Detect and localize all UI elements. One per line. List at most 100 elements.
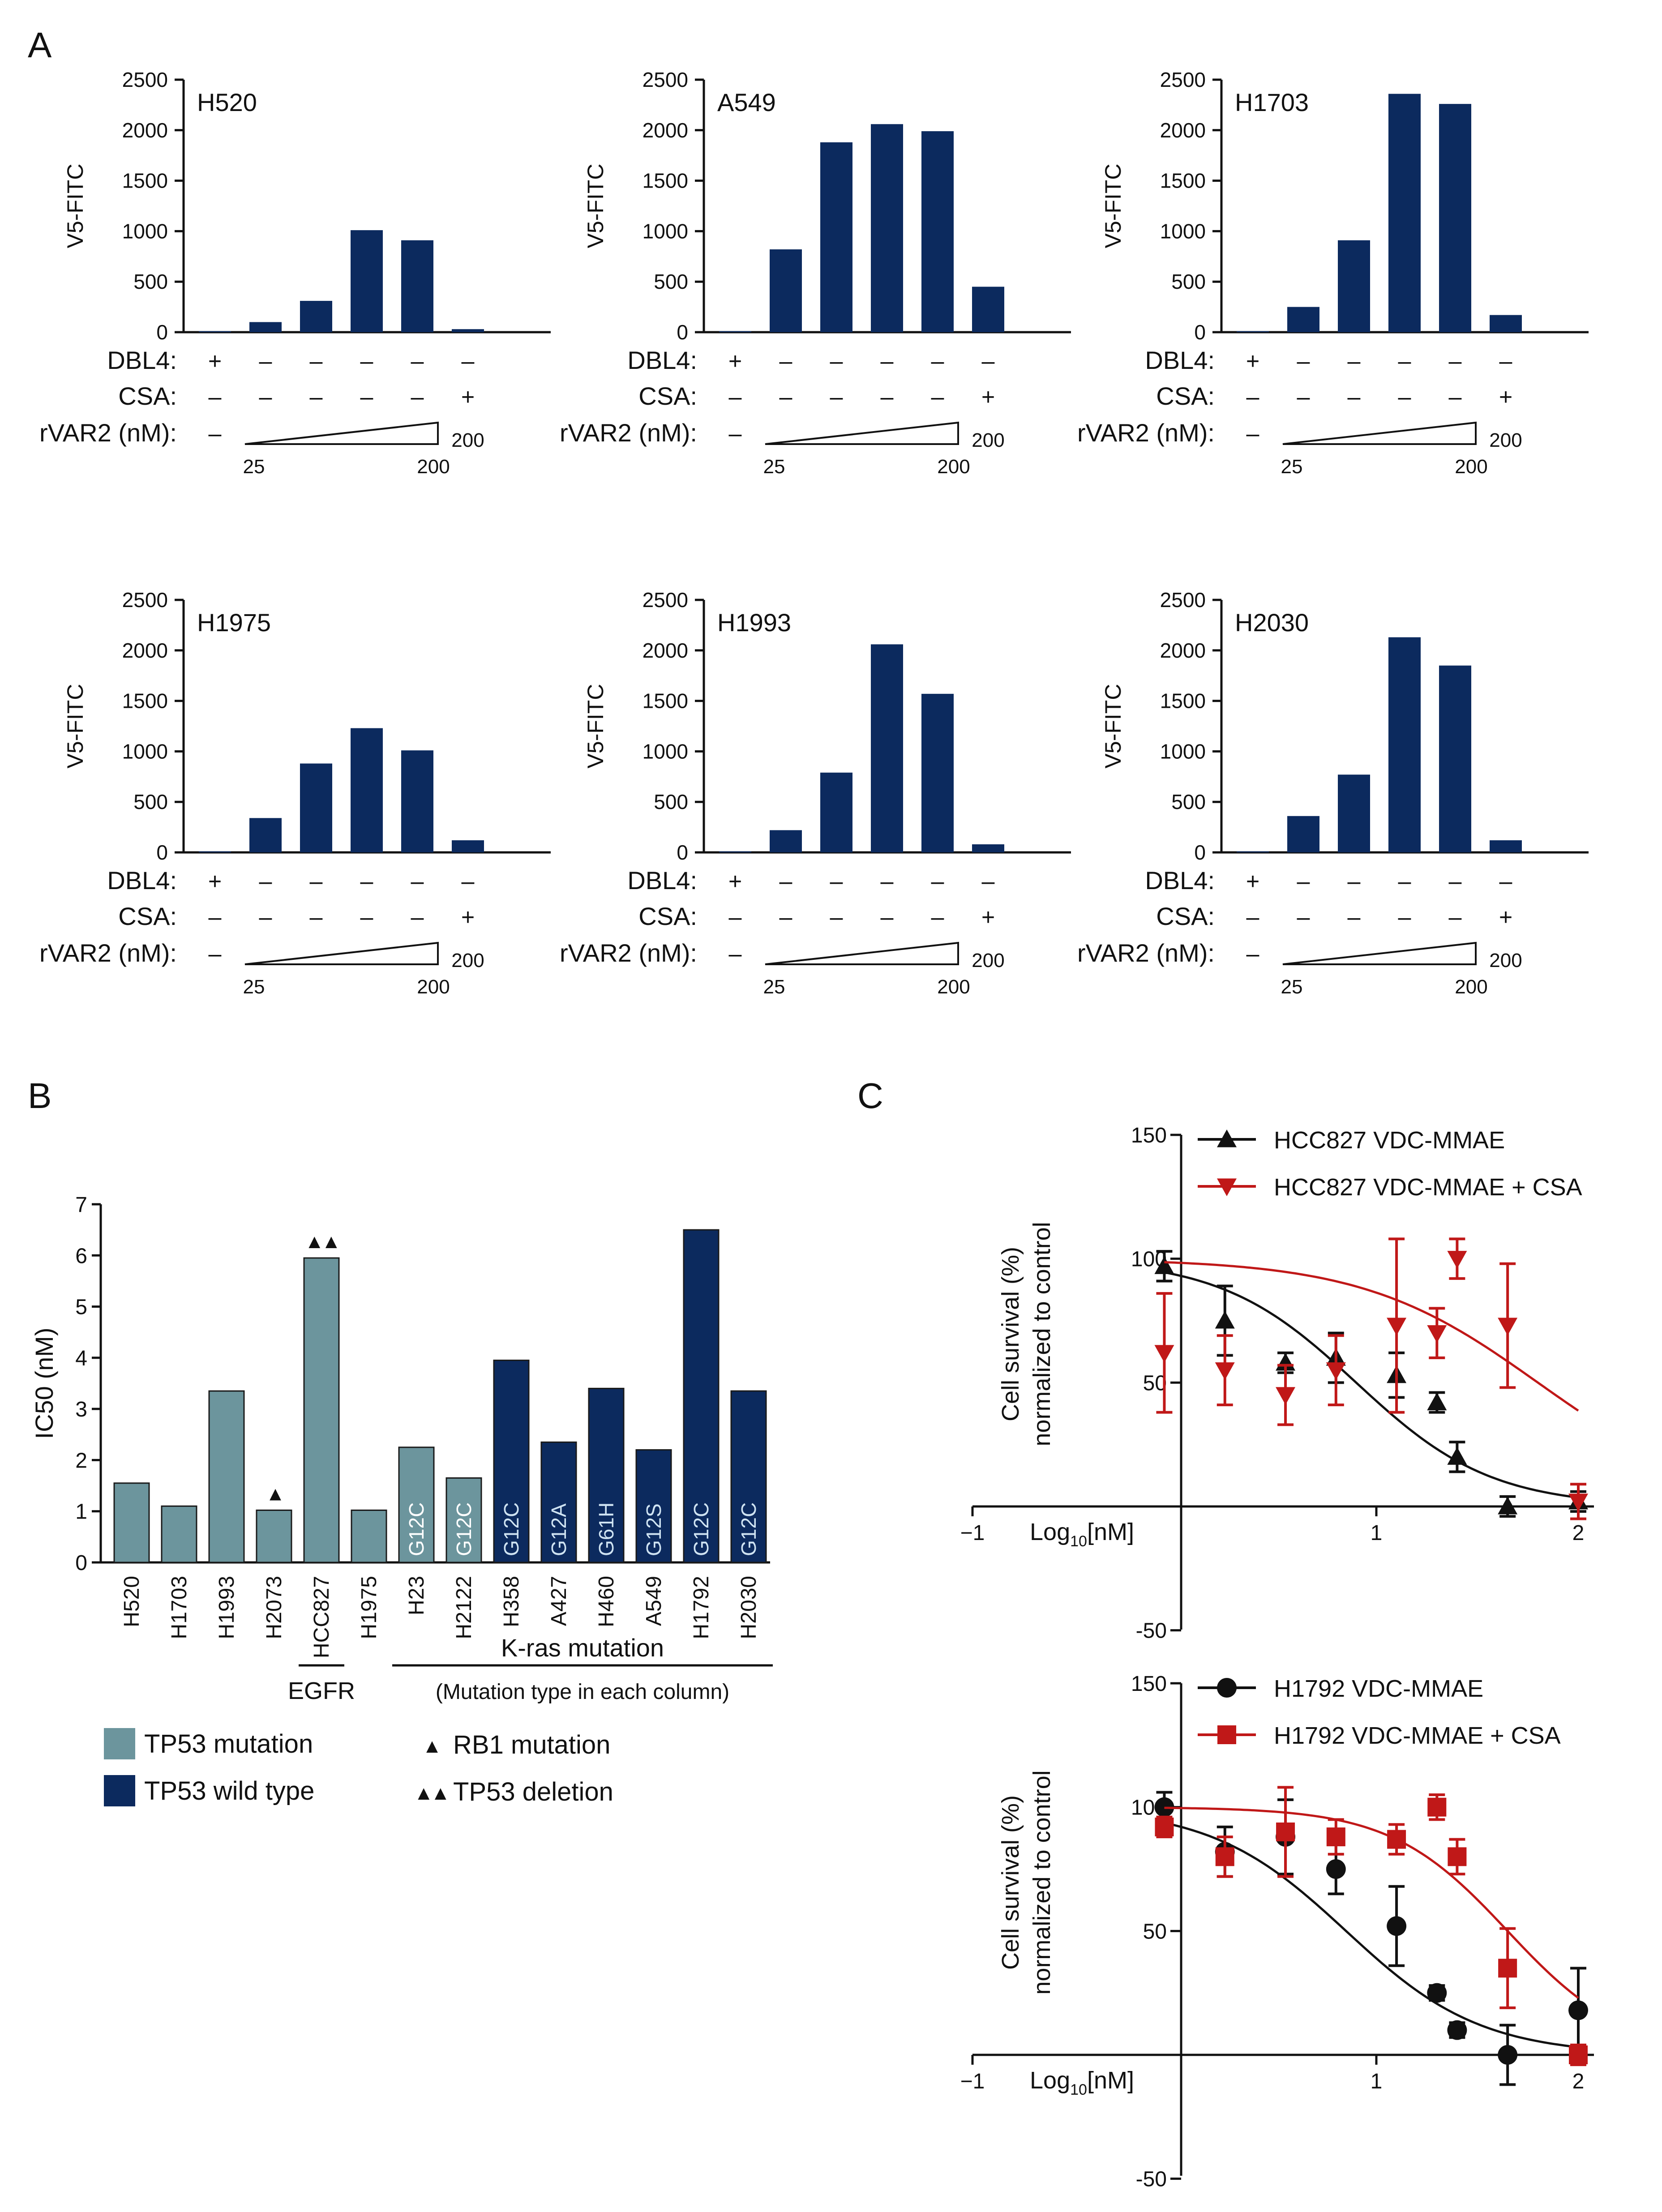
- data-point: [1217, 1725, 1236, 1744]
- category-label: H2122: [452, 1576, 476, 1639]
- condition-mark: +: [1499, 904, 1512, 930]
- y-tick-label: 2000: [122, 119, 168, 142]
- y-axis-label: normalized to control: [1028, 1222, 1055, 1446]
- condition-mark: –: [360, 869, 373, 894]
- bar: [1287, 307, 1319, 332]
- condition-label: CSA:: [638, 382, 697, 410]
- condition-mark: +: [1246, 869, 1259, 894]
- concentration-ramp: [244, 941, 439, 965]
- ramp-low-label: 25: [243, 456, 265, 478]
- bar-chart-h1993: 0 500 1000 1500 2000 2500 V5-FITC H1993 DBL4: CSA…: [560, 588, 1071, 998]
- condition-mark: –: [1246, 384, 1259, 410]
- condition-label: rVAR2 (nM):: [1077, 419, 1215, 447]
- condition-mark: –: [1246, 421, 1259, 447]
- condition-mark: –: [259, 869, 272, 894]
- y-tick-label: 2000: [643, 639, 688, 662]
- bar: [820, 142, 852, 332]
- y-axis-label: V5-FITC: [583, 164, 608, 248]
- condition-mark: –: [1297, 869, 1310, 894]
- chart-title: H1975: [197, 608, 271, 637]
- condition-mark: –: [259, 348, 272, 374]
- y-tick-label: 2000: [122, 639, 168, 662]
- category-label: H520: [120, 1576, 144, 1627]
- chart-title: H520: [197, 88, 257, 116]
- bar-chart-a549: 0 500 1000 1500 2000 2500 V5-FITC A549 DBL4: CSA:…: [560, 68, 1071, 478]
- bar: [199, 331, 231, 332]
- condition-mark: –: [1499, 348, 1512, 374]
- bar: [452, 840, 484, 852]
- condition-mark: –: [982, 869, 995, 894]
- y-tick-label: 1500: [1160, 169, 1206, 193]
- y-tick-label: 0: [156, 321, 168, 344]
- condition-mark: –: [411, 348, 424, 374]
- category-label: H1975: [357, 1576, 381, 1639]
- condition-mark: –: [881, 348, 894, 374]
- data-point: [1427, 1983, 1447, 2003]
- y-axis-label: V5-FITC: [1101, 164, 1126, 248]
- condition-mark: –: [1297, 348, 1310, 374]
- y-tick-label: 150: [1131, 1672, 1167, 1696]
- condition-mark: +: [1246, 348, 1259, 374]
- condition-mark: –: [1348, 348, 1361, 374]
- data-point: [1448, 1847, 1467, 1866]
- condition-label: CSA:: [638, 902, 697, 930]
- data-point: [1387, 1916, 1407, 1936]
- condition-label: rVAR2 (nM):: [560, 419, 697, 447]
- condition-mark: 200: [972, 950, 1004, 971]
- y-tick-label: 6: [75, 1244, 87, 1268]
- data-point: [1326, 1859, 1346, 1879]
- ic50-legend: TP53 mutation TP53 wild type ▲ RB1 mutation…: [104, 1728, 613, 1806]
- legend-swatch: [104, 1775, 135, 1806]
- condition-label: DBL4:: [107, 866, 177, 894]
- bar: [161, 1505, 197, 1563]
- condition-mark: –: [259, 384, 272, 410]
- condition-mark: –: [982, 348, 995, 374]
- mutation-type-label: G12A: [547, 1503, 570, 1556]
- data-point: [1427, 1392, 1447, 1411]
- bar-chart-h520: 0 500 1000 1500 2000 2500 V5-FITC H520 DBL4: CSA:…: [39, 68, 551, 478]
- bar: [921, 693, 954, 852]
- condition-label: rVAR2 (nM):: [1077, 939, 1215, 967]
- y-tick-label: 1500: [122, 169, 168, 193]
- y-tick-label: 50: [1143, 1920, 1167, 1943]
- bar: [588, 1387, 625, 1563]
- y-tick-label: 1000: [1160, 740, 1206, 763]
- y-tick-label: 5: [75, 1296, 87, 1319]
- category-label: H1792: [690, 1576, 713, 1639]
- bar: [1439, 104, 1471, 333]
- bar: [351, 230, 383, 332]
- category-label: A549: [642, 1576, 666, 1626]
- bar: [351, 1509, 387, 1563]
- condition-mark: –: [310, 904, 323, 930]
- condition-label: DBL4:: [627, 866, 697, 894]
- y-tick-label: -50: [1136, 1619, 1167, 1643]
- condition-mark: –: [259, 904, 272, 930]
- condition-mark: –: [881, 384, 894, 410]
- category-label: H2030: [737, 1576, 761, 1639]
- category-label: H23: [405, 1576, 428, 1615]
- condition-mark: –: [931, 869, 944, 894]
- y-tick-label: 2500: [1160, 68, 1206, 91]
- condition-mark: –: [729, 941, 742, 967]
- condition-mark: –: [411, 869, 424, 894]
- condition-mark: +: [981, 904, 995, 930]
- condition-mark: –: [931, 384, 944, 410]
- chart-title: H1703: [1235, 88, 1309, 116]
- mutation-type-label: G12S: [642, 1503, 665, 1556]
- ramp-high-label: 200: [417, 976, 450, 998]
- condition-mark: –: [1246, 941, 1259, 967]
- legend-label: H1792 VDC-MMAE: [1274, 1675, 1483, 1702]
- y-tick-label: 500: [654, 270, 688, 293]
- bar: [445, 1477, 482, 1563]
- condition-mark: –: [1499, 869, 1512, 894]
- y-tick-label: 0: [1194, 321, 1206, 344]
- category-label: H358: [500, 1576, 523, 1627]
- category-label: H1703: [167, 1576, 191, 1639]
- y-tick-label: 0: [677, 841, 688, 864]
- y-tick-label: 1500: [643, 169, 688, 193]
- y-tick-label: 2500: [122, 68, 168, 91]
- condition-mark: –: [1348, 384, 1361, 410]
- condition-label: CSA:: [1156, 382, 1215, 410]
